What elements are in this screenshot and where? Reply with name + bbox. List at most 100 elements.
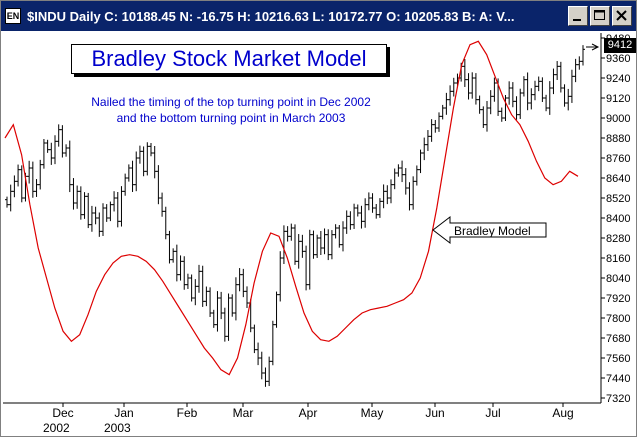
price-bar <box>211 309 216 328</box>
price-bar <box>558 61 563 93</box>
price-bar <box>381 184 386 209</box>
price-bar <box>551 68 556 95</box>
y-tick-label: 7680 <box>606 333 630 345</box>
y-tick-label: 8760 <box>606 153 630 165</box>
price-bar <box>149 143 153 157</box>
price-bar <box>208 287 213 317</box>
price-bar <box>433 119 438 133</box>
price-bar <box>389 179 393 204</box>
price-bar <box>75 185 80 209</box>
price-bar <box>503 95 508 121</box>
x-tick-month: Jan <box>114 406 133 420</box>
price-bar <box>104 204 109 222</box>
price-bar <box>385 185 390 205</box>
price-bar <box>289 223 294 241</box>
price-bar <box>481 106 486 128</box>
price-bar <box>119 186 124 227</box>
price-bar <box>473 73 478 105</box>
y-tick-label: 9360 <box>606 53 630 65</box>
price-bar <box>204 286 209 307</box>
price-bar <box>540 77 545 102</box>
x-tick-year: 2003 <box>104 421 131 435</box>
price-bar <box>507 81 512 105</box>
y-tick-label: 8040 <box>606 273 630 285</box>
close-icon <box>616 10 627 21</box>
price-bar <box>145 142 150 176</box>
price-bar <box>200 265 205 307</box>
price-bar <box>115 192 120 228</box>
y-tick-label: 7440 <box>606 373 630 385</box>
price-bar <box>185 273 190 289</box>
price-bar <box>30 161 35 198</box>
price-bar <box>285 226 290 242</box>
price-bar <box>510 82 515 108</box>
price-bar <box>237 268 242 292</box>
price-bar <box>171 248 176 263</box>
price-bar <box>547 81 552 115</box>
price-bar <box>53 135 57 165</box>
price-bar <box>418 149 423 174</box>
price-bar <box>267 356 272 387</box>
chart-title-box: Bradley Stock Market Model <box>71 44 387 74</box>
y-tick-label: 7320 <box>606 393 630 405</box>
x-tick-year: 2002 <box>43 421 70 435</box>
price-bar <box>492 77 497 102</box>
price-bar <box>374 204 379 219</box>
y-tick-label: 9000 <box>606 113 630 125</box>
price-bar <box>363 198 368 228</box>
price-bar <box>219 291 224 320</box>
price-bar <box>318 231 323 255</box>
price-bar <box>422 137 427 161</box>
app-icon[interactable]: EN <box>5 8 21 24</box>
y-tick-label: 7560 <box>606 353 630 365</box>
price-bar <box>536 76 541 92</box>
price-bar <box>355 204 360 217</box>
price-bar <box>366 192 371 211</box>
price-bar <box>93 206 98 225</box>
title-bar[interactable]: EN $INDU Daily C: 10188.45 N: -16.75 H: … <box>1 1 636 31</box>
x-tick-month: Feb <box>177 406 198 420</box>
price-bar <box>562 84 567 107</box>
price-bar <box>344 210 349 234</box>
price-bar <box>521 76 526 97</box>
price-bar <box>41 139 46 169</box>
callout-arrow <box>432 215 547 245</box>
price-bar <box>311 230 316 259</box>
price-bar <box>499 107 504 122</box>
price-bar <box>544 94 549 112</box>
price-bar <box>241 268 246 298</box>
price-bar <box>259 351 264 380</box>
x-tick-month: Aug <box>552 406 573 420</box>
price-bar <box>348 211 353 230</box>
price-bar <box>470 72 475 99</box>
y-tick-label: 8160 <box>606 253 630 265</box>
annotation-line-2: and the bottom turning point in March 20… <box>116 111 346 125</box>
price-bar <box>233 277 238 321</box>
price-bar <box>189 274 194 302</box>
price-bar <box>215 291 220 332</box>
y-tick-label: 8520 <box>606 193 630 205</box>
price-bar <box>488 90 493 115</box>
price-bar <box>197 264 201 293</box>
minimize-button[interactable] <box>568 6 588 26</box>
price-bar <box>403 168 408 195</box>
price-bar <box>60 125 65 158</box>
price-bar <box>352 203 357 229</box>
x-tick-month: Dec <box>52 406 73 420</box>
price-bar <box>245 286 249 308</box>
price-bar <box>8 184 13 212</box>
maximize-button[interactable] <box>590 6 610 26</box>
price-bar <box>178 255 183 281</box>
price-bar <box>333 224 338 239</box>
bradley-model-callout: Bradley Model <box>432 215 547 245</box>
y-tick-label: 9120 <box>606 93 630 105</box>
price-bar <box>370 193 375 213</box>
price-bar <box>341 221 345 252</box>
callout-label: Bradley Model <box>454 224 531 238</box>
x-tick-month: Jun <box>425 406 444 420</box>
price-bar <box>167 230 172 264</box>
bradley-model-line <box>4 40 579 376</box>
close-button[interactable] <box>612 6 632 26</box>
